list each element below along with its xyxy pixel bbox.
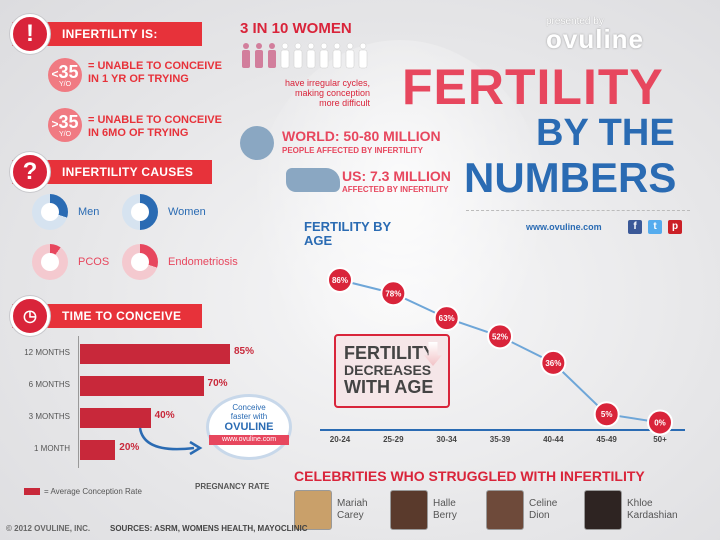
over-35-definition: = UNABLE TO CONCEIVE IN 6MO OF TRYING (88, 114, 222, 139)
causes-title: INFERTILITY CAUSES (62, 165, 194, 179)
age-chart-tick-label: 45-49 (596, 435, 617, 444)
celebrity-photo (294, 490, 332, 530)
alert-icon: ! (10, 14, 50, 54)
age-chart-point (540, 349, 567, 376)
pinterest-icon[interactable]: p (668, 220, 682, 234)
cause-label-men: Men (78, 206, 100, 218)
us-stat: US: 7.3 MILLION (342, 168, 451, 184)
ttc-axis (78, 336, 79, 468)
age-chart-point-label: 5% (601, 410, 613, 419)
clock-icon: ◷ (10, 296, 50, 336)
celebrity-photo (390, 490, 428, 530)
promo-badge[interactable]: Conceive faster with OVULINE www.ovuline… (206, 394, 292, 460)
age-chart-tick-label: 25-29 (383, 435, 404, 444)
ttc-row-label: 3 MONTHS (28, 412, 70, 421)
celebrity-mariah-carey: Mariah Carey (294, 490, 368, 530)
ttc-legend-swatch (24, 488, 40, 495)
ttc-row-label: 6 MONTHS (28, 380, 70, 389)
women-figures-icon (242, 42, 368, 69)
facebook-icon[interactable]: f (628, 220, 642, 234)
cause-donut-endometriosis: 30% (122, 244, 158, 280)
cause-label-endometriosis: Endometriosis (168, 256, 238, 268)
infertility-is-title: INFERTILITY IS: (62, 27, 158, 41)
women-figures (240, 42, 370, 70)
question-icon: ? (10, 152, 50, 192)
cause-donut-women: 50% (122, 194, 158, 230)
age-chart-tick-label: 35-39 (490, 435, 511, 444)
age-chart-tick-label: 20-24 (330, 435, 351, 444)
title-fertility: FERTILITY (402, 59, 664, 115)
ttc-row-label: 1 MONTH (34, 444, 70, 453)
age-chart-title: FERTILITY BY AGE (304, 219, 391, 248)
over-35-badge: >35 Y/O (48, 108, 82, 142)
age-chart-point (327, 267, 353, 293)
brand-url[interactable]: www.ovuline.com (526, 222, 602, 232)
ttc-bar-value: 70% (207, 378, 228, 389)
title-by-the: BY THE (536, 112, 675, 154)
celebrity-khloe-kardashian: Khloe Kardashian (584, 490, 678, 530)
copyright-text: © 2012 OVULINE, INC. (6, 524, 91, 533)
celebrity-celine-dion: Celine Dion (486, 490, 557, 530)
women-stat-description: have irregular cycles, making conception… (284, 78, 370, 108)
age-chart-tick-label: 50+ (653, 435, 667, 444)
down-arrow-icon (424, 342, 442, 366)
age-chart-point (593, 401, 620, 428)
ttc-title: TIME TO CONCEIVE (62, 309, 182, 323)
age-chart-point (647, 409, 673, 436)
cause-donut-men: 30% (32, 194, 68, 230)
ttc-bar-value: 20% (119, 442, 140, 453)
presented-by-text: presented by (546, 16, 604, 27)
age-chart-point-label: 52% (492, 332, 508, 341)
age-chart-point-label: 78% (385, 289, 401, 298)
under-35-badge: <35 Y/O (48, 58, 82, 92)
age-chart-tick-label: 30-34 (436, 435, 457, 444)
age-chart-point-label: 86% (332, 276, 348, 285)
age-chart-tick-label: 40-44 (543, 435, 564, 444)
world-stat: WORLD: 50-80 MILLION (282, 128, 441, 144)
ttc-axis-label: PREGNANCY RATE (195, 482, 270, 491)
promo-arrow-icon (138, 427, 203, 456)
ovuline-logo: ovuline (546, 24, 645, 54)
title-numbers: NUMBERS (464, 154, 677, 201)
ttc-bar (80, 376, 204, 396)
celebrities-title: CELEBRITIES WHO STRUGGLED WITH INFERTILI… (294, 468, 645, 484)
ttc-row-label: 12 MONTHS (24, 348, 70, 357)
celebrity-photo (584, 490, 622, 530)
cause-label-pcos: PCOS (78, 256, 110, 268)
world-stat-sub: PEOPLE AFFECTED BY INFERTILITY (282, 146, 423, 155)
age-chart-point-label: 36% (545, 359, 561, 368)
sources-text: SOURCES: ASRM, WOMENS HEALTH, MAYOCLINIC (110, 524, 308, 533)
under-35-definition: = UNABLE TO CONCEIVE IN 1 YR OF TRYING (88, 60, 222, 85)
twitter-icon[interactable]: t (648, 220, 662, 234)
age-chart-point (487, 323, 513, 350)
us-stat-sub: AFFECTED BY INFERTILITY (342, 185, 449, 194)
ttc-bar (80, 344, 230, 364)
cause-donut-pcos: 10% (32, 244, 68, 280)
ttc-bar (80, 440, 116, 460)
celebrity-halle-berry: Halle Berry (390, 490, 457, 530)
ttc-bar-value: 85% (234, 346, 255, 357)
women-stat-title: 3 IN 10 WOMEN (240, 20, 352, 37)
divider (466, 210, 690, 211)
ttc-legend-text: = Average Conception Rate (44, 487, 142, 496)
age-chart: 86% 20-24 78% 25-29 63% 30-34 52% 35-39 36% 40-44… (320, 267, 685, 444)
age-chart-point-label: 0% (654, 419, 666, 428)
age-chart-point-label: 63% (439, 314, 455, 323)
globe-icon (240, 126, 274, 160)
celebrity-photo (486, 490, 524, 530)
ttc-bar-value: 40% (154, 410, 175, 421)
ttc-bar (80, 408, 151, 428)
age-chart-point (433, 305, 460, 332)
us-map-icon (286, 168, 340, 192)
age-chart-point (380, 280, 407, 307)
cause-label-women: Women (168, 206, 206, 218)
